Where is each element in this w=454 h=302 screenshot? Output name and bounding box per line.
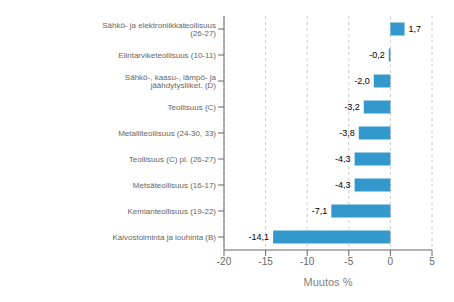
- svg-text:0: 0: [388, 256, 394, 267]
- svg-text:Kemianteollisuus (19-22): Kemianteollisuus (19-22): [128, 207, 217, 216]
- svg-text:Muutos %: Muutos %: [304, 276, 353, 288]
- svg-text:5: 5: [429, 256, 435, 267]
- svg-text:-3,2: -3,2: [344, 102, 360, 112]
- svg-text:-4,3: -4,3: [335, 154, 351, 164]
- svg-text:Sähkö-, kaasu-, lämpö- jajäähd: Sähkö-, kaasu-, lämpö- jajäähdytysliiket…: [125, 73, 217, 90]
- svg-text:Teollisuus (C): Teollisuus (C): [168, 103, 217, 112]
- svg-text:-5: -5: [344, 256, 353, 267]
- svg-text:-4,3: -4,3: [335, 180, 351, 190]
- svg-text:Sähkö- ja elektroniikkateollis: Sähkö- ja elektroniikkateollisuus(26-27): [102, 21, 216, 38]
- svg-text:-7,1: -7,1: [312, 206, 328, 216]
- svg-text:-2,0: -2,0: [354, 76, 370, 86]
- svg-text:-15: -15: [258, 256, 273, 267]
- svg-text:Teollisuus (C) pl. (26-27): Teollisuus (C) pl. (26-27): [129, 155, 216, 164]
- svg-text:-14,1: -14,1: [249, 232, 270, 242]
- svg-text:Kaivostoiminta ja louhinta (B): Kaivostoiminta ja louhinta (B): [112, 233, 216, 242]
- svg-text:Metalliteollisuus (24-30, 33): Metalliteollisuus (24-30, 33): [118, 129, 216, 138]
- svg-text:Elintarviketeollisuus (10-11): Elintarviketeollisuus (10-11): [118, 51, 216, 60]
- svg-text:-3,8: -3,8: [339, 128, 355, 138]
- svg-text:-0,2: -0,2: [369, 50, 385, 60]
- svg-text:-20: -20: [217, 256, 232, 267]
- svg-text:-10: -10: [300, 256, 315, 267]
- svg-text:Metsäteollisuus (16-17): Metsäteollisuus (16-17): [133, 181, 216, 190]
- svg-text:1,7: 1,7: [409, 24, 422, 34]
